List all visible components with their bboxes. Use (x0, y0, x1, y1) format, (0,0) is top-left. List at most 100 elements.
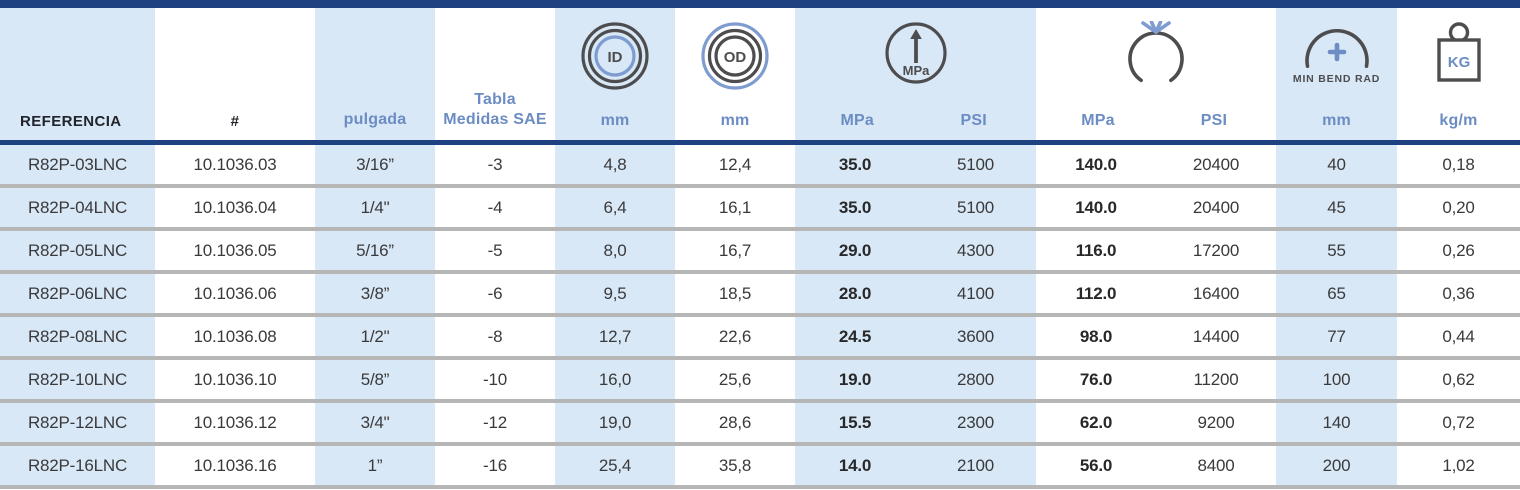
table-header: REFERENCIA # pulgada Tabla Medidas SAE I… (0, 8, 1520, 140)
cell-part-number: 10.1036.06 (155, 274, 315, 313)
cell-burst-pressure-psi: 17200 (1156, 231, 1276, 270)
cell-part-number: 10.1036.16 (155, 446, 315, 485)
header-pulgada-label: pulgada (343, 111, 407, 128)
cell-burst-pressure-mpa: 140.0 (1036, 188, 1156, 227)
cell-weight-kg-m: 0,26 (1397, 231, 1520, 270)
cell-working-pressure-mpa: 28.0 (795, 274, 915, 313)
svg-text:MPa: MPa (902, 63, 930, 78)
cell-id-mm: 9,5 (555, 274, 675, 313)
cell-burst-pressure-psi: 14400 (1156, 317, 1276, 356)
cell-part-number: 10.1036.12 (155, 403, 315, 442)
header-inner-diameter: ID mm (555, 8, 675, 140)
cell-id-mm: 16,0 (555, 360, 675, 399)
header-wp-psi-unit: PSI (960, 112, 987, 129)
cell-od-mm: 18,5 (675, 274, 795, 313)
cell-sae: -16 (435, 446, 555, 485)
table-row: R82P-05LNC 10.1036.05 5/16” -5 8,0 16,7 … (0, 231, 1520, 274)
cell-burst-pressure-mpa: 76.0 (1036, 360, 1156, 399)
cell-burst-pressure-psi: 20400 (1156, 188, 1276, 227)
cell-sae: -12 (435, 403, 555, 442)
svg-text:OD: OD (724, 49, 747, 66)
header-working-pressure: MPa MPa PSI (795, 8, 1036, 140)
cell-weight-kg-m: 0,62 (1397, 360, 1520, 399)
burst-pressure-icon (1114, 21, 1198, 83)
cell-id-mm: 4,8 (555, 145, 675, 184)
table-row: R82P-03LNC 10.1036.03 3/16” -3 4,8 12,4 … (0, 145, 1520, 188)
cell-weight-kg-m: 1,02 (1397, 446, 1520, 485)
header-weight: KG kg/m (1397, 8, 1520, 140)
svg-text:KG: KG (1447, 54, 1470, 71)
cell-working-pressure-mpa: 35.0 (795, 145, 915, 184)
cell-weight-kg-m: 0,18 (1397, 145, 1520, 184)
cell-working-pressure-mpa: 35.0 (795, 188, 915, 227)
cell-referencia: R82P-06LNC (0, 274, 155, 313)
cell-weight-kg-m: 0,20 (1397, 188, 1520, 227)
cell-burst-pressure-mpa: 116.0 (1036, 231, 1156, 270)
cell-burst-pressure-mpa: 56.0 (1036, 446, 1156, 485)
cell-od-mm: 28,6 (675, 403, 795, 442)
header-rule (0, 140, 1520, 145)
table-row: R82P-08LNC 10.1036.08 1/2" -8 12,7 22,6 … (0, 317, 1520, 360)
cell-burst-pressure-psi: 11200 (1156, 360, 1276, 399)
cell-pulgada: 1” (315, 446, 435, 485)
cell-pulgada: 5/16” (315, 231, 435, 270)
table-row: R82P-04LNC 10.1036.04 1/4" -4 6,4 16,1 3… (0, 188, 1520, 231)
cell-pulgada: 5/8” (315, 360, 435, 399)
cell-weight-kg-m: 0,72 (1397, 403, 1520, 442)
header-outer-diameter: OD mm (675, 8, 795, 140)
cell-pulgada: 3/16” (315, 145, 435, 184)
cell-sae: -3 (435, 145, 555, 184)
cell-referencia: R82P-12LNC (0, 403, 155, 442)
table-row: R82P-16LNC 10.1036.16 1” -16 25,4 35,8 1… (0, 446, 1520, 489)
cell-part-number: 10.1036.05 (155, 231, 315, 270)
cell-sae: -6 (435, 274, 555, 313)
cell-working-pressure-mpa: 24.5 (795, 317, 915, 356)
cell-weight-kg-m: 0,44 (1397, 317, 1520, 356)
weight-kg-icon: KG (1432, 21, 1486, 85)
cell-part-number: 10.1036.08 (155, 317, 315, 356)
cell-working-pressure-mpa: 29.0 (795, 231, 915, 270)
pressure-gauge-icon: MPa (884, 21, 948, 85)
cell-weight-kg-m: 0,36 (1397, 274, 1520, 313)
table-row: R82P-12LNC 10.1036.12 3/4" -12 19,0 28,6… (0, 403, 1520, 446)
cell-pulgada: 1/2" (315, 317, 435, 356)
cell-referencia: R82P-03LNC (0, 145, 155, 184)
cell-burst-pressure-psi: 20400 (1156, 145, 1276, 184)
cell-pulgada: 3/4" (315, 403, 435, 442)
cell-working-pressure-psi: 2800 (915, 360, 1036, 399)
cell-bend-radius-mm: 40 (1276, 145, 1397, 184)
cell-bend-radius-mm: 55 (1276, 231, 1397, 270)
header-part-number-label: # (230, 113, 240, 130)
cell-referencia: R82P-10LNC (0, 360, 155, 399)
min-bend-radius-label: MIN BEND RAD (1292, 73, 1381, 85)
cell-burst-pressure-psi: 8400 (1156, 446, 1276, 485)
cell-referencia: R82P-08LNC (0, 317, 155, 356)
cell-bend-radius-mm: 65 (1276, 274, 1397, 313)
cell-bend-radius-mm: 45 (1276, 188, 1397, 227)
cell-od-mm: 12,4 (675, 145, 795, 184)
header-pulgada: pulgada (315, 8, 435, 140)
cell-id-mm: 19,0 (555, 403, 675, 442)
cell-od-mm: 16,7 (675, 231, 795, 270)
cell-sae: -4 (435, 188, 555, 227)
cell-bend-radius-mm: 100 (1276, 360, 1397, 399)
min-bend-radius-icon (1299, 21, 1375, 69)
cell-working-pressure-psi: 4300 (915, 231, 1036, 270)
header-min-bend-radius: MIN BEND RAD mm (1276, 8, 1397, 140)
table-row: R82P-06LNC 10.1036.06 3/8” -6 9,5 18,5 2… (0, 274, 1520, 317)
header-wp-mpa-unit: MPa (840, 112, 874, 129)
header-bp-mpa-unit: MPa (1081, 112, 1115, 129)
table-body: R82P-03LNC 10.1036.03 3/16” -3 4,8 12,4 … (0, 145, 1520, 489)
cell-id-mm: 6,4 (555, 188, 675, 227)
cell-working-pressure-mpa: 14.0 (795, 446, 915, 485)
cell-burst-pressure-mpa: 62.0 (1036, 403, 1156, 442)
cell-burst-pressure-psi: 16400 (1156, 274, 1276, 313)
header-id-unit: mm (600, 112, 630, 129)
cell-part-number: 10.1036.03 (155, 145, 315, 184)
cell-bend-radius-mm: 77 (1276, 317, 1397, 356)
min-bend-radius-block: MIN BEND RAD (1293, 21, 1380, 85)
outer-diameter-icon: OD (700, 21, 770, 91)
cell-referencia: R82P-16LNC (0, 446, 155, 485)
cell-working-pressure-psi: 2300 (915, 403, 1036, 442)
cell-referencia: R82P-05LNC (0, 231, 155, 270)
